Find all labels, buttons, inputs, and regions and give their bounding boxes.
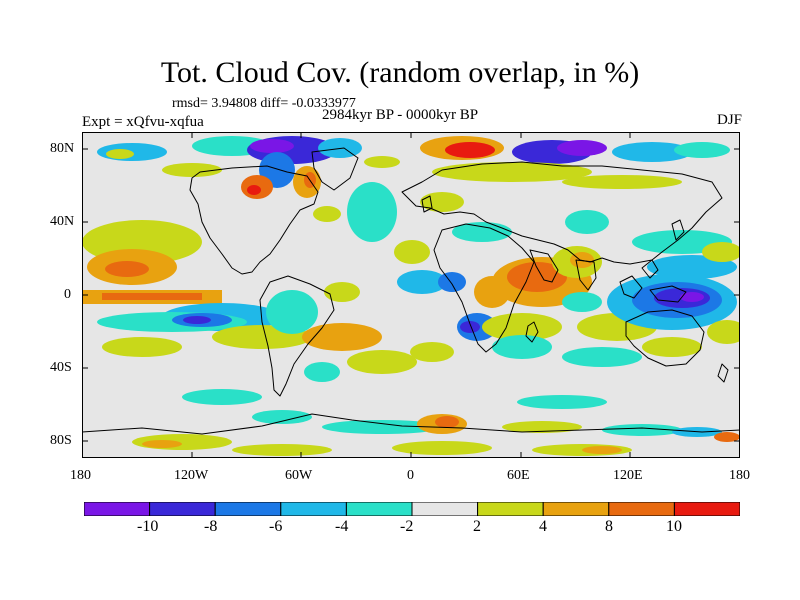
experiment-label: Expt = xQfvu-xqfua [82,114,204,130]
colorbar-cell [477,502,544,516]
anomaly-northern-midlat [82,182,740,285]
colorbar-cell [280,502,347,516]
lat-label-40s: 40S [50,360,72,375]
stats-text: rmsd= 3.94808 diff= -0.0333977 [172,96,356,111]
lon-label-60w: 60W [285,468,313,483]
lon-label-120w: 120W [174,468,209,483]
map-ticks [82,132,740,458]
colorbar-label-minus2: -2 [400,518,414,535]
colorbar-label-minus6: -6 [269,518,283,535]
colorbar-cell [149,502,216,516]
anomaly-tropics [82,246,740,349]
colorbar [84,502,740,516]
lat-label-80s: 80S [50,433,72,448]
colorbar-label-minus8: -8 [204,518,218,535]
coastlines [82,147,740,435]
lon-label-180-west: 180 [70,468,91,483]
map-title: Tot. Cloud Cov. (random overlap, in %) [160,56,640,89]
colorbar-cell [608,502,675,516]
lat-label-80n: 80N [50,141,75,156]
colorbar-label-minus10: -10 [137,518,159,535]
colorbar-label-minus4: -4 [335,518,349,535]
lon-label-120e: 120E [613,468,643,483]
colorbar-cell [214,502,282,516]
lat-label-40n: 40N [50,214,75,229]
colorbar-cell [411,502,479,516]
anomaly-southern [102,323,740,456]
cloud-cover-map [82,132,740,458]
season-label: DJF [716,112,742,128]
lon-label-60e: 60E [507,468,530,483]
lon-label-0: 0 [407,468,414,483]
colorbar-label-10: 10 [666,518,682,535]
period-label: 2984kyr BP - 0000kyr BP [322,107,479,123]
colorbar-cell [84,502,151,516]
colorbar-label-4: 4 [539,518,547,535]
colorbar-cell [673,502,740,516]
colorbar-label-2: 2 [473,518,481,535]
lon-label-180-east: 180 [729,468,750,483]
colorbar-cell [542,502,610,516]
colorbar-cell [345,502,413,516]
lat-label-0: 0 [64,287,71,302]
colorbar-label-8: 8 [605,518,613,535]
